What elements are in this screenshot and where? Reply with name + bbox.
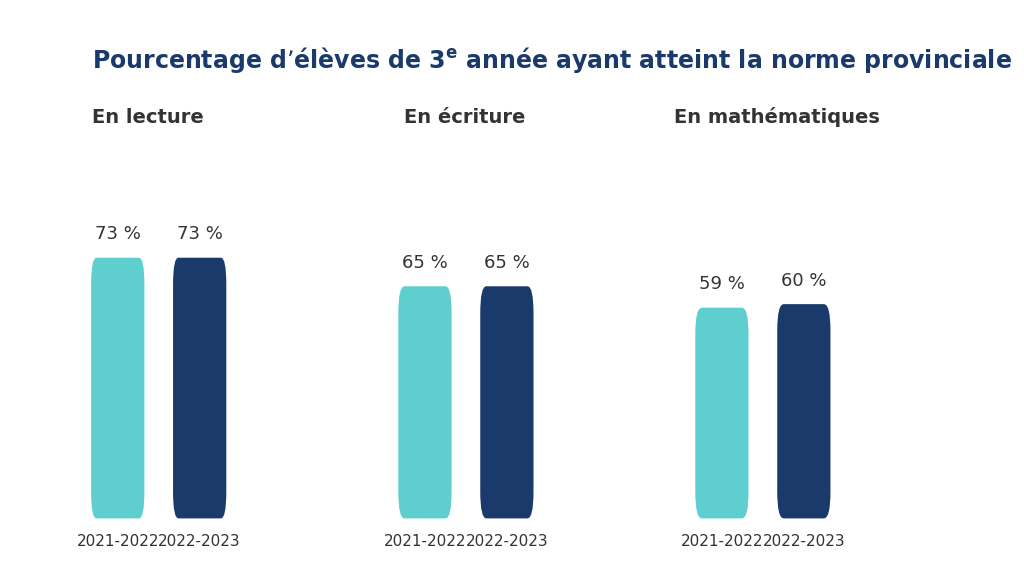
Text: 2022-2023: 2022-2023 (466, 534, 548, 549)
FancyBboxPatch shape (480, 286, 534, 518)
Text: En lecture: En lecture (92, 108, 204, 127)
FancyBboxPatch shape (398, 286, 452, 518)
Text: En écriture: En écriture (404, 108, 526, 127)
Text: 2022-2023: 2022-2023 (763, 534, 845, 549)
FancyBboxPatch shape (777, 304, 830, 518)
Text: 2021-2022: 2021-2022 (77, 534, 159, 549)
Text: 60 %: 60 % (781, 272, 826, 290)
Text: 2021-2022: 2021-2022 (681, 534, 763, 549)
Text: Pourcentage d’élèves de 3$^{\mathregular{e}}$ année ayant atteint la norme provi: Pourcentage d’élèves de 3$^{\mathregular… (92, 45, 1012, 75)
Text: 59 %: 59 % (699, 275, 744, 293)
FancyBboxPatch shape (695, 308, 749, 518)
Text: En mathématiques: En mathématiques (674, 107, 880, 127)
Text: 2022-2023: 2022-2023 (159, 534, 241, 549)
FancyBboxPatch shape (173, 257, 226, 518)
FancyBboxPatch shape (91, 257, 144, 518)
Text: 2021-2022: 2021-2022 (384, 534, 466, 549)
Text: 73 %: 73 % (95, 225, 140, 243)
Text: 73 %: 73 % (177, 225, 222, 243)
Text: 65 %: 65 % (402, 254, 447, 272)
Text: 65 %: 65 % (484, 254, 529, 272)
